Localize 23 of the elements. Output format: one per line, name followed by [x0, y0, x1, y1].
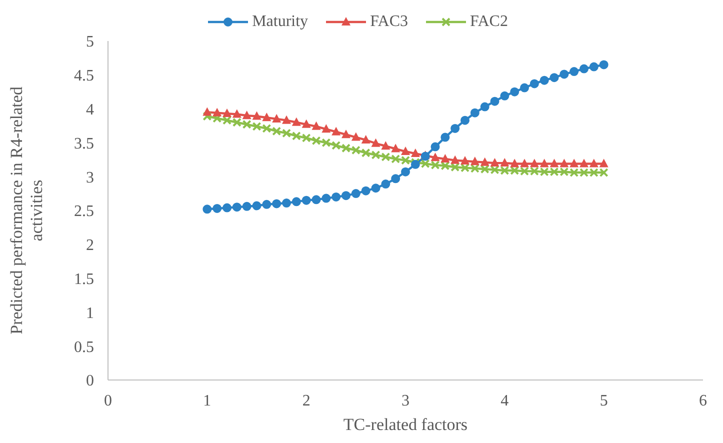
y-tick-label: 4 [86, 101, 94, 118]
y-tick-label: 0 [86, 372, 94, 390]
x-tick-label: 3 [402, 392, 410, 410]
y-axis-title: Predicted performance in R4-related activities [7, 86, 46, 334]
x-axis-title: TC-related factors [343, 415, 468, 434]
y-tick-label: 3 [86, 169, 94, 186]
y-tick-label: 4.5 [74, 68, 94, 85]
y-tick-label: 1.5 [74, 270, 94, 288]
x-tick-label: 5 [600, 392, 608, 410]
legend-label: FAC3 [370, 13, 408, 31]
x-tick-label: 6 [699, 392, 707, 410]
y-tick-label: 2 [86, 237, 94, 254]
y-tick-label: 1 [86, 304, 94, 322]
y-tick-label: 0.5 [74, 338, 94, 356]
legend-label: Maturity [252, 13, 308, 31]
x-tick-label: 4 [500, 392, 509, 410]
legend-label: FAC2 [470, 13, 508, 31]
x-tick-label: 0 [104, 392, 112, 410]
x-tick-label: 1 [203, 392, 212, 410]
y-tick-label: 2.5 [74, 203, 94, 220]
y-tick-label: 5 [86, 34, 94, 51]
x-tick-label: 2 [302, 392, 310, 410]
y-tick-label: 3.5 [74, 135, 94, 152]
